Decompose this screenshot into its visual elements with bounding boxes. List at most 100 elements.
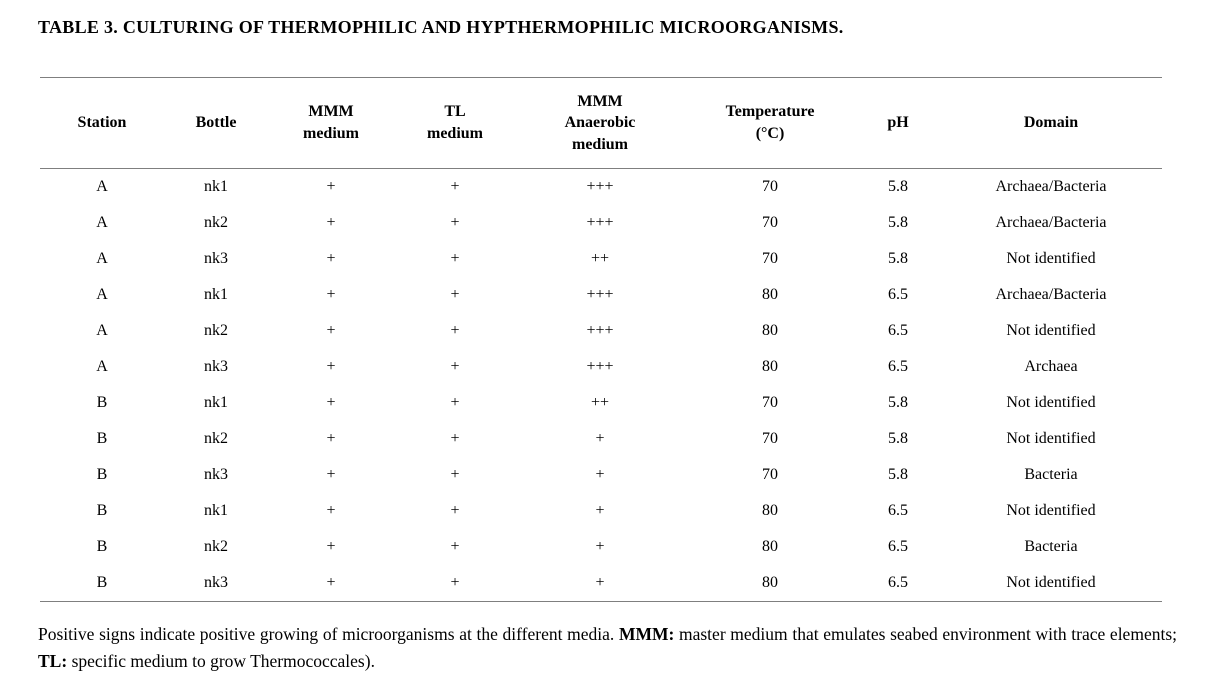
table-cell-ph: 5.8 <box>888 466 908 483</box>
table-cell-station: A <box>96 178 108 195</box>
table-cell-ph: 6.5 <box>888 286 908 303</box>
table-cell-ph: 5.8 <box>888 394 908 411</box>
table-cell-domain: Not identified <box>1006 574 1096 591</box>
table-cell-domain: Archaea/Bacteria <box>995 214 1107 231</box>
table-cell-mmm_anaerobic_medium: +++ <box>586 358 614 375</box>
table-cell-bottle: nk3 <box>204 466 228 483</box>
column-header-temperature: Temperature (°C) <box>725 103 815 142</box>
table-cell-mmm_medium: + <box>326 502 336 519</box>
table-cell-tl_medium: + <box>450 466 460 483</box>
table-cell-mmm_medium: + <box>326 538 336 555</box>
table-cell-domain: Not identified <box>1006 250 1096 267</box>
column-header-ph: pH <box>887 114 909 132</box>
table-cell-ph: 6.5 <box>888 502 908 519</box>
table-cell-bottle: nk1 <box>204 286 228 303</box>
table-cell-mmm_anaerobic_medium: +++ <box>586 286 614 303</box>
table-cell-mmm_anaerobic_medium: + <box>595 430 605 447</box>
table-cell-bottle: nk3 <box>204 574 228 591</box>
table-cell-bottle: nk3 <box>204 358 228 375</box>
table-cell-station: A <box>96 286 108 303</box>
table-cell-mmm_anaerobic_medium: + <box>595 466 605 483</box>
table-cell-bottle: nk2 <box>204 322 228 339</box>
table-cell-temperature_c: 80 <box>762 538 778 555</box>
table-cell-domain: Not identified <box>1006 322 1096 339</box>
table-cell-ph: 5.8 <box>888 250 908 267</box>
table-cell-mmm_anaerobic_medium: + <box>595 538 605 555</box>
table-cell-mmm_medium: + <box>326 430 336 447</box>
table-cell-temperature_c: 80 <box>762 286 778 303</box>
table-cell-tl_medium: + <box>450 394 460 411</box>
table-cell-bottle: nk1 <box>204 178 228 195</box>
table-cell-station: A <box>96 250 108 267</box>
column-header-bottle: Bottle <box>195 114 237 132</box>
table-cell-station: B <box>96 466 108 483</box>
table-cell-temperature_c: 70 <box>762 178 778 195</box>
table-cell-mmm_medium: + <box>326 178 336 195</box>
table-cell-domain: Not identified <box>1006 502 1096 519</box>
column-header-tl-medium: TL medium <box>427 103 483 142</box>
table-cell-mmm_medium: + <box>326 322 336 339</box>
table-cell-bottle: nk2 <box>204 430 228 447</box>
table-cell-tl_medium: + <box>450 538 460 555</box>
table-cell-tl_medium: + <box>450 178 460 195</box>
table-cell-station: A <box>96 358 108 375</box>
table-cell-station: B <box>96 394 108 411</box>
table-cell-mmm_medium: + <box>326 466 336 483</box>
table-cell-station: B <box>96 538 108 555</box>
table-cell-domain: Bacteria <box>1024 538 1078 555</box>
column-header-mmm-anaerobic-medium: MMM Anaerobic medium <box>564 92 636 153</box>
table-cell-mmm_medium: + <box>326 250 336 267</box>
table-header: Station Bottle MMM medium TL medium MMM … <box>40 78 1162 169</box>
table-cell-bottle: nk2 <box>204 214 228 231</box>
table-cell-tl_medium: + <box>450 502 460 519</box>
column-header-domain: Domain <box>1023 114 1079 132</box>
table-cell-temperature_c: 80 <box>762 502 778 519</box>
table-cell-bottle: nk1 <box>204 394 228 411</box>
footnote-text: Positive signs indicate positive growing… <box>38 624 619 644</box>
table-cell-tl_medium: + <box>450 286 460 303</box>
table-cell-mmm_anaerobic_medium: +++ <box>586 178 614 195</box>
table-cell-mmm_medium: + <box>326 358 336 375</box>
footnote-mmm-term: MMM: <box>618 624 675 644</box>
table-cell-station: B <box>96 430 108 447</box>
table-cell-mmm_medium: + <box>326 286 336 303</box>
table-cell-domain: Archaea <box>1024 358 1078 375</box>
table-cell-ph: 6.5 <box>888 358 908 375</box>
table-cell-temperature_c: 70 <box>762 214 778 231</box>
table-cell-temperature_c: 80 <box>762 322 778 339</box>
table-cell-tl_medium: + <box>450 358 460 375</box>
table-cell-mmm_anaerobic_medium: +++ <box>586 214 614 231</box>
column-header-station: Station <box>77 114 127 132</box>
table-cell-ph: 5.8 <box>888 214 908 231</box>
table-cell-bottle: nk2 <box>204 538 228 555</box>
table-cell-temperature_c: 80 <box>762 574 778 591</box>
table-header-row: Station Bottle MMM medium TL medium MMM … <box>40 78 1162 169</box>
table-footnote: Positive signs indicate positive growing… <box>38 621 1177 675</box>
table-cell-bottle: nk3 <box>204 250 228 267</box>
table-cell-ph: 5.8 <box>888 430 908 447</box>
table-cell-tl_medium: + <box>450 574 460 591</box>
footnote-tl-term: TL: <box>38 651 68 672</box>
footnote-text: master medium that emulates seabed envir… <box>674 624 1177 644</box>
table-cell-mmm_medium: + <box>326 574 336 591</box>
table-cell-temperature_c: 70 <box>762 466 778 483</box>
table-cell-mmm_anaerobic_medium: ++ <box>590 250 610 267</box>
table-cell-station: B <box>96 574 108 591</box>
table-cell-ph: 6.5 <box>888 322 908 339</box>
table-cell-tl_medium: + <box>450 214 460 231</box>
table-cell-tl_medium: + <box>450 250 460 267</box>
culturing-results-table: Station Bottle MMM medium TL medium MMM … <box>40 77 1162 602</box>
table-cell-temperature_c: 70 <box>762 430 778 447</box>
table-cell-domain: Not identified <box>1006 394 1096 411</box>
table-cell-mmm_medium: + <box>326 394 336 411</box>
table-cell-mmm_anaerobic_medium: +++ <box>586 322 614 339</box>
